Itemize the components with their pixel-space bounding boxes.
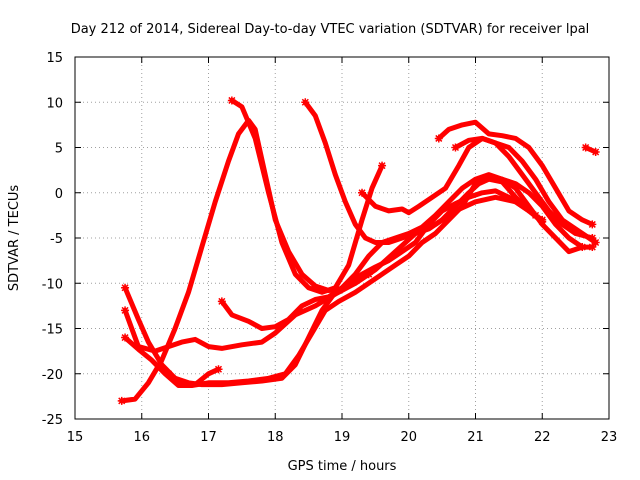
data-point	[588, 243, 597, 252]
x-tick-label: 17	[200, 430, 217, 445]
data-point	[227, 96, 236, 105]
data-point	[538, 217, 547, 226]
data-point	[578, 243, 587, 252]
chart-title: Day 212 of 2014, Sidereal Day-to-day VTE…	[71, 22, 590, 37]
y-tick-label: 5	[55, 142, 63, 157]
data-point	[217, 297, 226, 306]
y-tick-label: -25	[42, 413, 63, 428]
y-tick-label: 0	[55, 187, 63, 202]
data-point	[581, 143, 590, 152]
y-tick-label: -15	[42, 323, 63, 338]
data-point	[301, 98, 310, 107]
x-tick-labels: 15 16 17 18 19 20 21 22 23	[67, 430, 618, 445]
y-tick-label: 10	[46, 96, 63, 111]
x-tick-label: 21	[467, 430, 484, 445]
x-tick-label: 20	[400, 430, 417, 445]
data-point	[434, 134, 443, 143]
data-point	[121, 283, 130, 292]
data-point	[591, 148, 600, 157]
series-line	[122, 194, 539, 354]
y-tick-label: -10	[42, 277, 63, 292]
x-tick-label: 16	[133, 430, 150, 445]
y-tick-label: -20	[42, 368, 63, 383]
data-point	[358, 188, 367, 197]
series-line	[229, 97, 385, 295]
data-point	[214, 365, 223, 374]
series-K	[451, 135, 597, 242]
data-point	[164, 369, 173, 378]
series-F	[227, 96, 387, 295]
data-point	[378, 161, 387, 170]
series-line	[436, 119, 595, 227]
data-point	[451, 143, 460, 152]
series-line	[302, 99, 545, 245]
data-point	[588, 220, 597, 229]
y-tick-labels: -25 -20 -15 -10 -5 0 5 10 15	[42, 51, 63, 428]
series-L	[581, 143, 600, 157]
x-tick-label: 22	[534, 430, 551, 445]
data-point	[117, 396, 126, 405]
series-J	[434, 119, 597, 229]
y-tick-label: 15	[46, 51, 63, 66]
series-line	[359, 135, 599, 245]
y-axis-label: SDTVAR / TECUs	[7, 185, 22, 292]
x-tick-label: 18	[267, 430, 284, 445]
x-axis-label: GPS time / hours	[288, 459, 397, 474]
x-tick-label: 19	[334, 430, 351, 445]
data-point	[591, 238, 600, 247]
grid	[75, 57, 609, 419]
x-tick-label: 15	[67, 430, 84, 445]
y-tick-label: -5	[50, 232, 63, 247]
series-I	[358, 135, 600, 247]
data-point	[121, 333, 130, 342]
x-tick-label: 23	[601, 430, 618, 445]
series-line	[165, 366, 221, 388]
axis-ticks	[74, 56, 610, 420]
series-line	[453, 135, 595, 241]
data-point	[588, 234, 597, 242]
series-E	[164, 365, 223, 388]
series-layer	[117, 96, 600, 405]
series-H	[301, 98, 547, 245]
data-point	[121, 306, 130, 315]
